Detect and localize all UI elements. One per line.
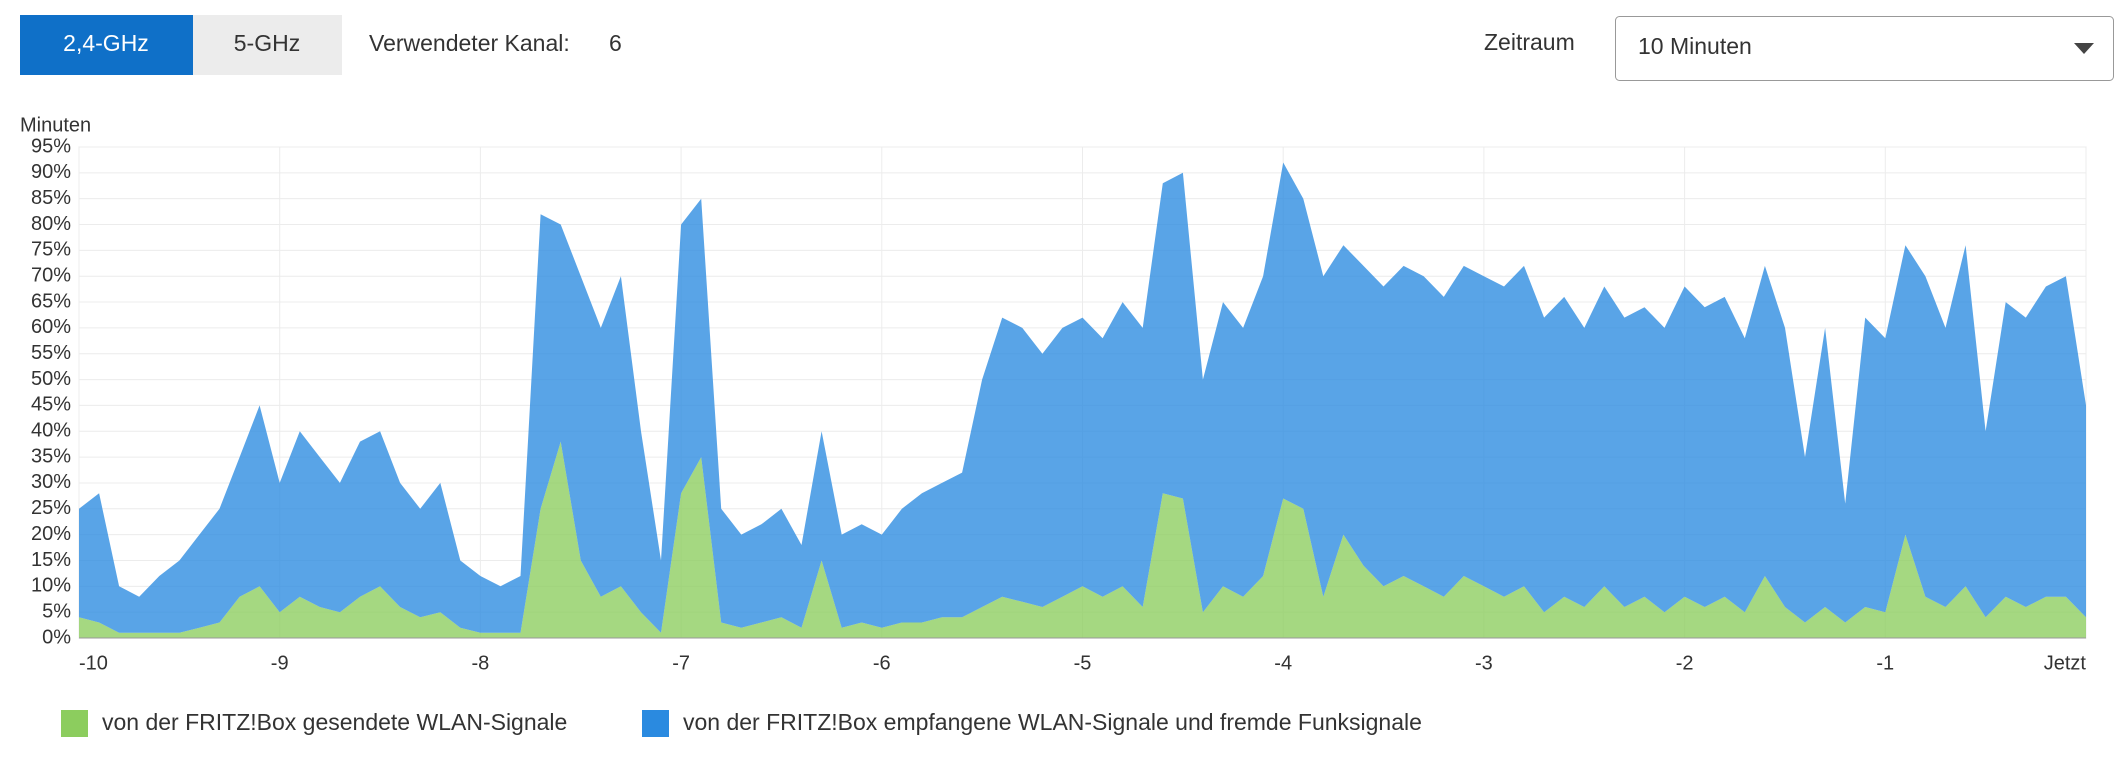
period-select[interactable] (1615, 16, 2114, 81)
x-tick-label: -4 (1274, 652, 1292, 674)
y-tick-label: 35% (31, 445, 71, 467)
x-tick-label: -8 (472, 652, 490, 674)
x-tick-label: -1 (1876, 652, 1894, 674)
y-tick-label: 75% (31, 239, 71, 261)
y-tick-label: 60% (31, 316, 71, 338)
y-tick-label: 15% (31, 549, 71, 571)
tab-label[interactable]: 2,4-GHz (63, 30, 149, 56)
tab[interactable] (193, 15, 342, 75)
y-tick-label: 20% (31, 523, 71, 545)
tab-label[interactable]: 5-GHz (234, 30, 300, 56)
area (79, 441, 2086, 638)
legend-label: von der FRITZ!Box empfangene WLAN-Signal… (683, 709, 1422, 735)
plot: 0% 5% 10% 15% 20% 25% 30% 35% 40% 45% 50% 55% 60% 65%… (31, 135, 2087, 737)
x-tick-label: -3 (1475, 652, 1493, 674)
dropdown-arrow[interactable] (2074, 43, 2094, 54)
y-tick-label: 45% (31, 394, 71, 416)
y-tick-label: 85% (31, 187, 71, 209)
period-value[interactable]: 10 Minuten (1638, 33, 1752, 59)
y-axis-label: Minuten (20, 114, 91, 136)
y-tick-label: 55% (31, 342, 71, 364)
y-tick-label: 40% (31, 420, 71, 442)
x-tick-label: -10 (79, 652, 108, 674)
y-tick-label: 70% (31, 264, 71, 286)
y-tick-label: 50% (31, 368, 71, 390)
legend-swatch (642, 710, 669, 737)
tab-active[interactable] (20, 15, 193, 75)
y-tick-label: 95% (31, 135, 71, 157)
y-tick-label: 90% (31, 161, 71, 183)
y-tick-label: 80% (31, 213, 71, 235)
channel-value: 6 (609, 30, 622, 56)
x-tick-label: Jetzt (2044, 652, 2087, 674)
y-tick-label: 0% (42, 626, 71, 648)
y-tick-label: 30% (31, 471, 71, 493)
y-tick-label: 65% (31, 290, 71, 312)
legend-swatch (61, 710, 88, 737)
area (79, 162, 2086, 633)
x-tick-label: -5 (1074, 652, 1092, 674)
y-tick-label: 25% (31, 497, 71, 519)
x-tick-label: -9 (271, 652, 289, 674)
y-tick-label: 10% (31, 575, 71, 597)
x-tick-label: -6 (873, 652, 891, 674)
channel-label: Verwendeter Kanal: (369, 30, 570, 56)
x-tick-label: -7 (672, 652, 690, 674)
y-tick-label: 5% (42, 600, 71, 622)
x-tick-label: -2 (1676, 652, 1694, 674)
period-label: Zeitraum (1484, 29, 1575, 55)
legend-label: von der FRITZ!Box gesendete WLAN-Signale (102, 709, 567, 735)
